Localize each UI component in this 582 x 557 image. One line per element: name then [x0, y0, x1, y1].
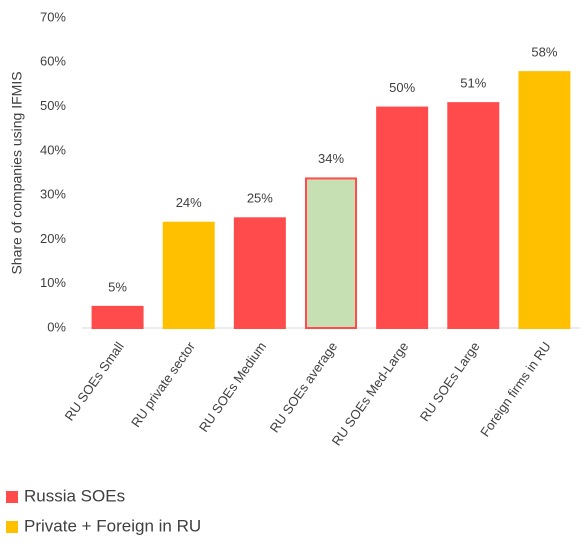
y-axis-title: Share of companies using IFMIS: [9, 71, 25, 274]
x-tick-label: RU private sector: [128, 339, 198, 430]
value-label: 58%: [531, 45, 557, 60]
bar: [233, 217, 286, 330]
y-tick-label: 0%: [47, 319, 66, 334]
x-tick-label: RU SOEs Medium: [196, 339, 269, 435]
x-tick-label: RU SOEs Med-Large: [329, 339, 412, 448]
legend-label: Russia SOEs: [24, 486, 125, 505]
y-tick-label: 70%: [40, 9, 66, 24]
y-tick-label: 60%: [40, 54, 66, 69]
y-tick-label: 10%: [40, 275, 66, 290]
x-tick-label: RU SOEs Large: [417, 339, 483, 424]
value-label: 51%: [460, 76, 486, 91]
bar: [162, 221, 215, 329]
value-label: 34%: [318, 151, 344, 166]
y-tick-label: 20%: [40, 231, 66, 246]
bar: [376, 106, 429, 329]
x-tick-label: Foreign firms in RU: [477, 339, 554, 439]
bar: [518, 71, 571, 330]
y-tick-label: 50%: [40, 98, 66, 113]
value-label: 25%: [247, 191, 273, 206]
y-tick-label: 30%: [40, 187, 66, 202]
x-tick-label: RU SOEs Small: [62, 339, 127, 423]
legend-label: Private + Foreign in RU: [24, 516, 201, 535]
bar: [305, 177, 357, 329]
value-label: 5%: [108, 279, 127, 294]
x-tick-label: RU SOEs average: [267, 339, 341, 435]
value-label: 50%: [389, 80, 415, 95]
legend-swatch: [6, 521, 18, 533]
bar: [447, 102, 500, 330]
bar: [91, 305, 144, 330]
legend-swatch: [6, 491, 18, 503]
value-label: 24%: [176, 195, 202, 210]
y-tick-label: 40%: [40, 142, 66, 157]
